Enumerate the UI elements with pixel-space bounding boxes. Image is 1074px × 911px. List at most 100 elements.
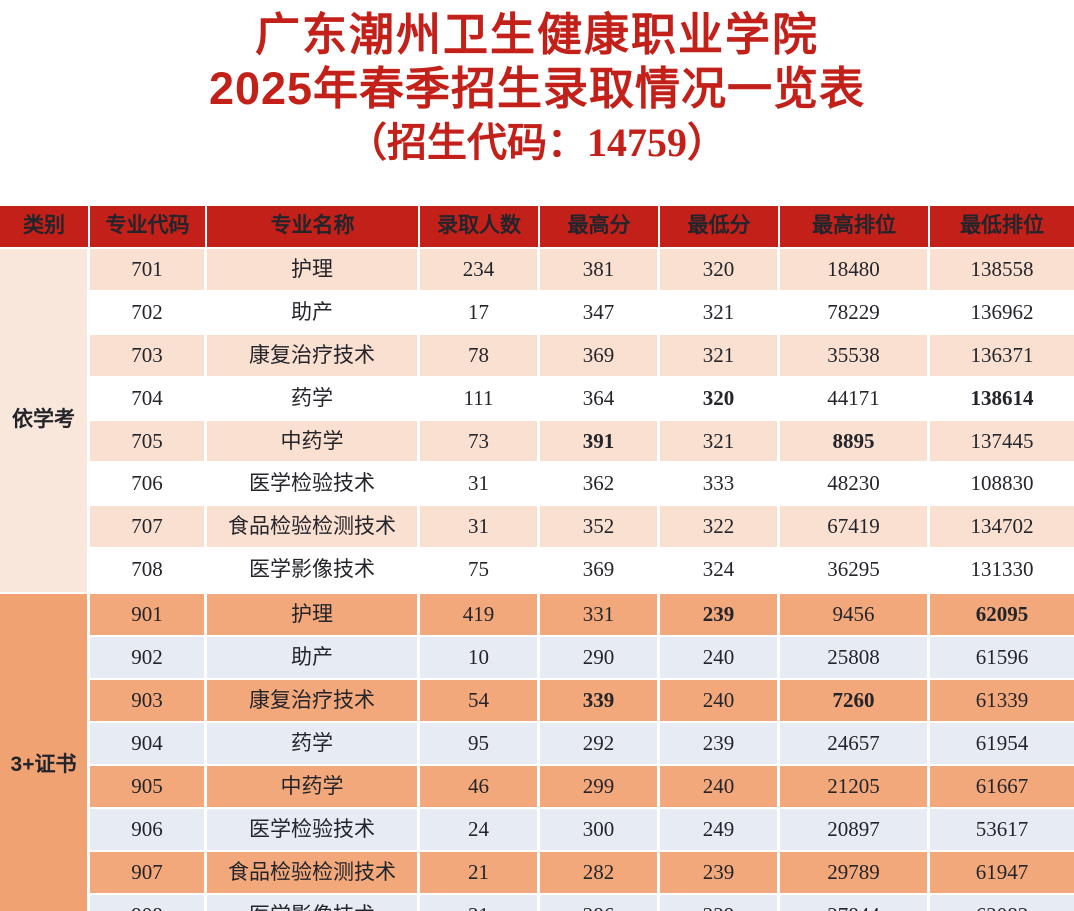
cell-highest-score: 391 [540, 420, 660, 464]
cell-lowest-rank: 61954 [930, 722, 1074, 766]
cell-major-name: 医学检验技术 [207, 808, 420, 852]
admission-table-container: 类别 专业代码 专业名称 录取人数 最高分 最低分 最高排位 最低排位 依学考 7… [0, 206, 1074, 911]
cell-highest-rank: 18480 [780, 246, 930, 292]
table-row: 依学考 701 护理 234 381 320 18480 138558 [0, 246, 1074, 593]
cell-highest-score: 369 [540, 549, 660, 593]
cell-major-name: 康复治疗技术 [207, 334, 420, 378]
cell-highest-rank: 25808 [780, 637, 930, 680]
cell-admitted-count: 95 [420, 722, 540, 766]
cell-lowest-rank: 136962 [930, 291, 1074, 335]
page-title-subtitle-admission-code: （招生代码：14759） [347, 119, 727, 165]
cell-major-code: 703 [90, 334, 207, 378]
cell-highest-rank: 67419 [780, 506, 930, 550]
cell-major-name: 医学影像技术 [207, 894, 420, 911]
cell-highest-rank: 48230 [780, 463, 930, 507]
cell-lowest-rank: 136371 [930, 334, 1074, 378]
column-header-major-name: 专业名称 [207, 206, 420, 247]
cell-lowest-rank: 62095 [930, 592, 1074, 638]
cell-lowest-rank: 138558 [930, 246, 1074, 292]
table-row: 908医学影像技术312862392784462083 [0, 894, 1074, 911]
cell-major-code: 908 [90, 894, 207, 911]
cell-lowest-rank: 134702 [930, 506, 1074, 550]
table-row: 903 康复治疗技术 54 339 240 7260 61339 [0, 679, 1074, 723]
cell-highest-score: 290 [540, 637, 660, 680]
cell-highest-rank: 8895 [780, 420, 930, 464]
cell-admitted-count: 10 [420, 637, 540, 680]
cell-major-name: 中药学 [207, 765, 420, 809]
cell-lowest-score: 322 [660, 506, 780, 550]
cell-lowest-rank: 61667 [930, 765, 1074, 809]
cell-highest-score: 364 [540, 377, 660, 421]
cell-lowest-score: 324 [660, 549, 780, 593]
cell-admitted-count: 24 [420, 808, 540, 852]
cell-lowest-rank: 62083 [930, 894, 1074, 911]
column-header-major-code: 专业代码 [90, 206, 207, 247]
table-row: 705 中药学 73 391 321 8895 137445 [0, 420, 1074, 464]
cell-admitted-count: 54 [420, 679, 540, 723]
cell-lowest-score: 239 [660, 851, 780, 895]
cell-highest-score: 339 [540, 679, 660, 723]
cell-lowest-score: 333 [660, 463, 780, 507]
cell-lowest-score: 320 [660, 377, 780, 421]
column-header-highest-rank: 最高排位 [780, 206, 930, 247]
table-row: 708 医学影像技术 75 369 324 36295 131330 [0, 549, 1074, 593]
cell-major-code: 701 [90, 246, 207, 292]
cell-major-code: 702 [90, 291, 207, 335]
cell-lowest-score: 240 [660, 679, 780, 723]
table-row: 703 康复治疗技术 78 369 321 35538 136371 [0, 334, 1074, 378]
title-block: 广东潮州卫生健康职业学院 2025年春季招生录取情况一览表 （招生代码：1475… [0, 0, 1074, 202]
cell-lowest-rank: 137445 [930, 420, 1074, 464]
page-title-line-2: 2025年春季招生录取情况一览表 [208, 63, 866, 115]
cell-lowest-score: 320 [660, 246, 780, 292]
cell-lowest-score: 321 [660, 334, 780, 378]
cell-highest-rank: 24657 [780, 722, 930, 766]
cell-lowest-rank: 61339 [930, 679, 1074, 723]
column-header-lowest-score: 最低分 [660, 206, 780, 247]
cell-lowest-rank: 61596 [930, 637, 1074, 680]
cell-highest-score: 369 [540, 334, 660, 378]
cell-highest-score: 292 [540, 722, 660, 766]
cell-major-code: 901 [90, 592, 207, 638]
cell-major-name: 药学 [207, 722, 420, 766]
table-row: 706 医学检验技术 31 362 333 48230 108830 [0, 463, 1074, 507]
cell-highest-score: 300 [540, 808, 660, 852]
cell-major-name: 中药学 [207, 420, 420, 464]
cell-lowest-score: 321 [660, 291, 780, 335]
cell-lowest-rank: 108830 [930, 463, 1074, 507]
cell-highest-rank: 9456 [780, 592, 930, 638]
column-header-admitted-count: 录取人数 [420, 206, 540, 247]
cell-lowest-score: 249 [660, 808, 780, 852]
cell-admitted-count: 46 [420, 765, 540, 809]
cell-admitted-count: 111 [420, 377, 540, 421]
cell-lowest-score: 240 [660, 765, 780, 809]
page-title-line-1: 广东潮州卫生健康职业学院 [254, 9, 819, 60]
cell-admitted-count: 419 [420, 592, 540, 638]
cell-highest-score: 282 [540, 851, 660, 895]
cell-major-name: 食品检验检测技术 [207, 506, 420, 550]
cell-highest-score: 381 [540, 246, 660, 292]
cell-major-code: 704 [90, 377, 207, 421]
table-header: 类别 专业代码 专业名称 录取人数 最高分 最低分 最高排位 最低排位 [0, 206, 1074, 247]
table-body: 依学考 701 护理 234 381 320 18480 138558 702 助产 17 347 32… [0, 246, 1074, 911]
cell-major-name: 康复治疗技术 [207, 679, 420, 723]
cell-admitted-count: 78 [420, 334, 540, 378]
cell-major-code: 903 [90, 679, 207, 723]
table-row: 904 药学 95 292 239 24657 61954 [0, 722, 1074, 766]
cell-highest-rank: 20897 [780, 808, 930, 852]
cell-major-code: 902 [90, 637, 207, 680]
cell-major-code: 905 [90, 765, 207, 809]
cell-admitted-count: 234 [420, 246, 540, 292]
cell-highest-score: 362 [540, 463, 660, 507]
cell-admitted-count: 31 [420, 506, 540, 550]
admission-results-table: 类别 专业代码 专业名称 录取人数 最高分 最低分 最高排位 最低排位 依学考 7… [0, 206, 1074, 911]
cell-admitted-count: 31 [420, 894, 540, 911]
cell-lowest-rank: 61947 [930, 851, 1074, 895]
category-cell-1: 依学考 [0, 246, 90, 593]
cell-major-code: 705 [90, 420, 207, 464]
table-row: 704 药学 111 364 320 44171 138614 [0, 377, 1074, 421]
table-row: 907 食品检验检测技术 21 282 239 29789 61947 [0, 851, 1074, 895]
cell-lowest-score: 240 [660, 637, 780, 680]
cell-lowest-rank: 138614 [930, 377, 1074, 421]
cell-lowest-rank: 131330 [930, 549, 1074, 593]
